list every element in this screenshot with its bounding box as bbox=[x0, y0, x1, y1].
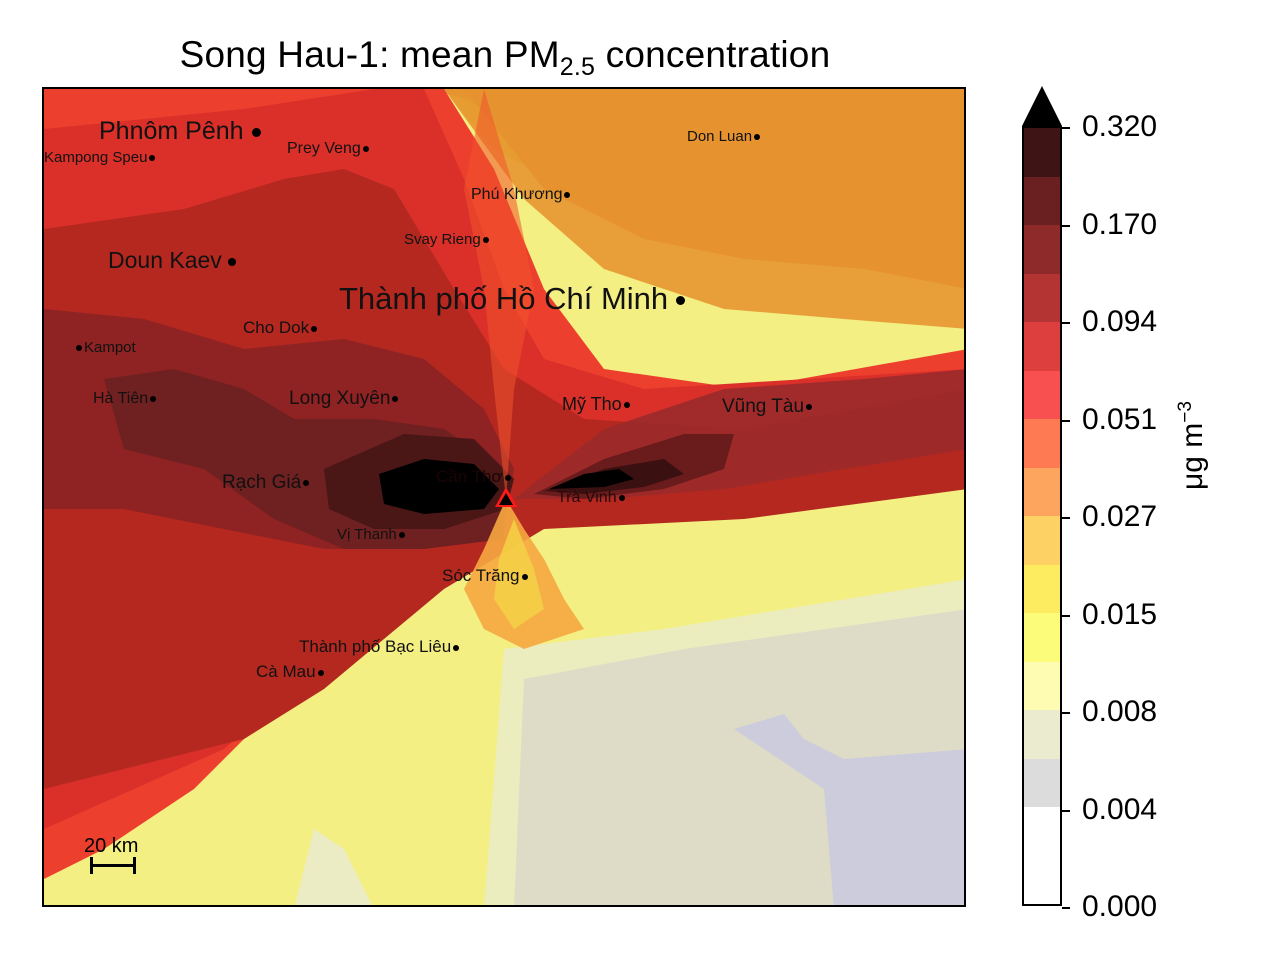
city-dot-icon bbox=[398, 532, 405, 539]
city-label: Phú Khương bbox=[471, 187, 571, 203]
colorbar-segment bbox=[1024, 370, 1060, 419]
city-label: Hà Tiên bbox=[93, 391, 157, 407]
city-dot-icon bbox=[362, 145, 369, 152]
colorbar-label: μg m−3 bbox=[1175, 401, 1209, 490]
city-label: Mỹ Tho bbox=[562, 395, 630, 413]
city-label: Cho Dok bbox=[243, 319, 318, 336]
colorbar-segment bbox=[1024, 516, 1060, 565]
chart-title: Song Hau-1: mean PM2.5 concentration bbox=[179, 34, 831, 81]
city-label: Kampong Speu bbox=[44, 150, 156, 165]
city-label: Vũng Tàu bbox=[722, 397, 813, 416]
city-dot-icon bbox=[623, 402, 630, 409]
colorbar-tick-label: 0.094 bbox=[1082, 305, 1158, 338]
colorbar-tick-label: 0.008 bbox=[1082, 695, 1158, 728]
colorbar-segment bbox=[1024, 613, 1060, 662]
city-dot-icon bbox=[676, 296, 686, 306]
city-dot-icon bbox=[504, 474, 511, 481]
scale-bar-label: 20 km bbox=[84, 835, 139, 857]
colorbar-segment bbox=[1024, 419, 1060, 468]
city-dot-icon bbox=[392, 395, 399, 402]
city-label: Don Luan bbox=[687, 129, 761, 144]
colorbar-segment bbox=[1024, 807, 1060, 904]
city-dot-icon bbox=[317, 669, 324, 676]
city-dot-icon bbox=[227, 257, 236, 266]
city-label: Phnôm Pênh bbox=[99, 119, 261, 144]
city-label: Cần Thơ bbox=[436, 468, 511, 485]
colorbar-tick bbox=[1062, 322, 1070, 324]
city-dot-icon bbox=[311, 325, 318, 332]
city-label: Sóc Trăng bbox=[442, 567, 528, 584]
colorbar-tick bbox=[1062, 127, 1070, 129]
colorbar-tick bbox=[1062, 224, 1070, 227]
city-dot-icon bbox=[564, 191, 571, 198]
city-label: Thành phố Hồ Chí Minh bbox=[339, 283, 686, 314]
city-label: Vị Thanh bbox=[337, 527, 405, 542]
city-dot-icon bbox=[806, 403, 813, 410]
colorbar-segment bbox=[1024, 710, 1060, 759]
city-dot-icon bbox=[482, 237, 489, 244]
colorbar-segment bbox=[1024, 564, 1060, 613]
colorbar-tick bbox=[1062, 419, 1070, 422]
city-label: Trà Vinh bbox=[557, 490, 625, 506]
colorbar-tick-label: 0.027 bbox=[1082, 500, 1158, 533]
colorbar-tick-label: 0.004 bbox=[1082, 792, 1158, 826]
city-label: Thành phố Bạc Liêu bbox=[299, 638, 460, 655]
colorbar-segment bbox=[1024, 661, 1060, 710]
city-label: Prey Veng bbox=[287, 141, 369, 157]
colorbar-tick bbox=[1062, 712, 1070, 714]
colorbar-extend-arrow-icon bbox=[1022, 86, 1062, 126]
city-dot-icon bbox=[251, 127, 261, 137]
colorbar-tick-label: 0.000 bbox=[1082, 890, 1158, 923]
colorbar-segment bbox=[1024, 176, 1060, 225]
city-label: Cà Mau bbox=[256, 663, 324, 680]
source-triangle-inner bbox=[499, 493, 513, 505]
colorbar-tick bbox=[1062, 907, 1070, 909]
city-dot-icon bbox=[149, 155, 156, 162]
city-dot-icon bbox=[521, 573, 528, 580]
concentration-map: Phnôm Pênh Kampong Speu Prey Veng Don Lu… bbox=[42, 87, 966, 907]
colorbar-segment bbox=[1024, 467, 1060, 516]
city-label: Svay Rieng bbox=[404, 232, 489, 247]
colorbar-tick-label: 0.015 bbox=[1082, 597, 1158, 631]
city-label: Rạch Giá bbox=[222, 473, 310, 492]
colorbar-tick-label: 0.320 bbox=[1082, 110, 1158, 143]
contour-field bbox=[44, 89, 964, 905]
colorbar-tick bbox=[1062, 614, 1070, 617]
colorbar bbox=[1022, 126, 1062, 906]
colorbar-segment bbox=[1024, 273, 1060, 322]
city-label: Doun Kaev bbox=[108, 249, 236, 272]
colorbar-segment bbox=[1024, 322, 1060, 371]
city-label: Kampot bbox=[76, 340, 136, 355]
colorbar-segment bbox=[1024, 128, 1060, 177]
city-dot-icon bbox=[303, 479, 310, 486]
city-label: Long Xuyên bbox=[289, 389, 399, 408]
colorbar-tick-label: 0.170 bbox=[1082, 207, 1158, 241]
colorbar-tick bbox=[1062, 517, 1070, 519]
colorbar-segment bbox=[1024, 225, 1060, 274]
colorbar-segment bbox=[1024, 758, 1060, 807]
city-dot-icon bbox=[618, 494, 625, 501]
city-dot-icon bbox=[453, 644, 460, 651]
city-dot-icon bbox=[754, 134, 761, 141]
colorbar-tick bbox=[1062, 809, 1070, 812]
city-dot-icon bbox=[76, 345, 82, 352]
scale-bar-line bbox=[90, 857, 136, 874]
city-dot-icon bbox=[150, 395, 157, 402]
scale-bar: 20 km bbox=[84, 835, 139, 874]
colorbar-tick-label: 0.051 bbox=[1082, 402, 1158, 436]
